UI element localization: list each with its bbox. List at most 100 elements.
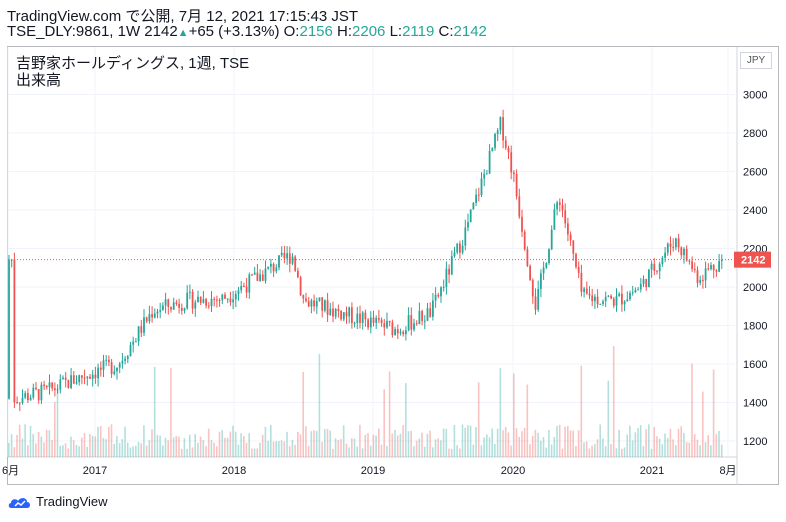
volume-bar [550, 444, 553, 457]
volume-bar [513, 373, 515, 457]
volume-bar [278, 441, 280, 457]
candle-body [210, 298, 213, 307]
volume-bar [448, 448, 450, 457]
candle-body [437, 294, 440, 297]
candle-body [410, 315, 413, 330]
volume-bar [91, 435, 94, 457]
volume-bar [650, 448, 653, 457]
candle-body [594, 296, 596, 302]
candle-body [405, 330, 407, 335]
candle-body [283, 252, 286, 259]
volume-bar [305, 426, 307, 457]
volume-bar [588, 448, 591, 457]
y-tick-label: 3000 [743, 90, 767, 102]
volume-bar [353, 438, 356, 457]
volume-bar [10, 434, 13, 457]
candle-body [186, 292, 189, 309]
volume-bar [615, 448, 618, 457]
volume-bar [321, 442, 323, 457]
candle-body [191, 291, 194, 309]
candle-body [116, 367, 118, 372]
candle-body [145, 317, 148, 322]
volume-bar [275, 441, 277, 457]
volume-bar [345, 443, 348, 457]
volume-bar [64, 443, 67, 457]
candle-body [126, 356, 129, 359]
volume-bar [585, 441, 588, 457]
volume-bar [78, 446, 80, 457]
volume-bar [467, 425, 469, 457]
volume-bar [413, 446, 415, 457]
candle-body [486, 173, 488, 175]
candle-body [407, 315, 410, 331]
volume-bar [234, 431, 237, 457]
volume-bar [561, 448, 564, 457]
candle-body [164, 299, 167, 306]
candle-body [59, 379, 62, 390]
x-tick-label: 2020 [501, 465, 525, 477]
candle-body [170, 306, 172, 310]
footer-brand[interactable]: TradingView [8, 494, 108, 509]
candle-body [294, 256, 297, 271]
volume-bar [364, 434, 367, 457]
candle-body [172, 302, 175, 310]
volume-bar [342, 425, 345, 457]
candle-body [469, 209, 472, 223]
candle-body [16, 402, 18, 404]
candle-body [415, 323, 418, 325]
candle-body [715, 270, 718, 272]
volume-bar [537, 432, 539, 457]
volume-bar [472, 444, 475, 457]
volume-bar [45, 429, 48, 457]
symbol-label: TSE_DLY:9861, 1W 2142 [7, 23, 178, 40]
volume-bar [75, 444, 78, 457]
candle-body [135, 341, 137, 343]
candle-body [394, 329, 396, 336]
volume-bar [108, 426, 110, 457]
volume-bar [712, 369, 715, 457]
volume-bar [143, 425, 145, 457]
volume-bar [445, 428, 448, 457]
candle-body [364, 312, 367, 320]
volume-bar [48, 430, 51, 457]
high-value: 2206 [352, 23, 386, 40]
candle-body [329, 308, 332, 315]
candle-body [510, 152, 513, 173]
candle-body [515, 173, 518, 197]
candle-body [326, 300, 329, 315]
candle-body [680, 247, 683, 256]
candle-body [531, 279, 534, 297]
volume-bar [153, 366, 156, 457]
candle-body [243, 285, 245, 287]
volume-bar [629, 425, 631, 457]
candle-body [310, 300, 313, 307]
volume-bar [310, 431, 313, 457]
volume-bar [264, 426, 267, 457]
volume-bar [720, 444, 723, 457]
candle-body [256, 272, 259, 281]
y-tick-label: 1800 [743, 321, 767, 333]
triangle-up-icon: ▲ [177, 27, 189, 39]
volume-bar [480, 445, 483, 457]
candle-body [278, 255, 280, 268]
volume-bar [291, 439, 294, 457]
candle-body [13, 259, 16, 403]
volume-bar [612, 346, 615, 457]
volume-bar [110, 424, 113, 457]
candle-body [718, 260, 720, 272]
volume-bar [499, 368, 502, 457]
candle-body [307, 301, 310, 307]
volume-bar [540, 440, 542, 457]
volume-bar [596, 439, 599, 457]
volume-bar [507, 432, 510, 457]
candle-body [391, 322, 394, 336]
volume-bar [469, 425, 472, 457]
candle-body [237, 290, 240, 294]
currency-badge[interactable]: JPY [740, 52, 772, 69]
volume-bar [326, 428, 329, 457]
change-value: +65 (+3.13%) [188, 23, 280, 40]
candle-body [672, 246, 675, 248]
volume-bar [226, 437, 229, 457]
candle-body [280, 252, 283, 256]
